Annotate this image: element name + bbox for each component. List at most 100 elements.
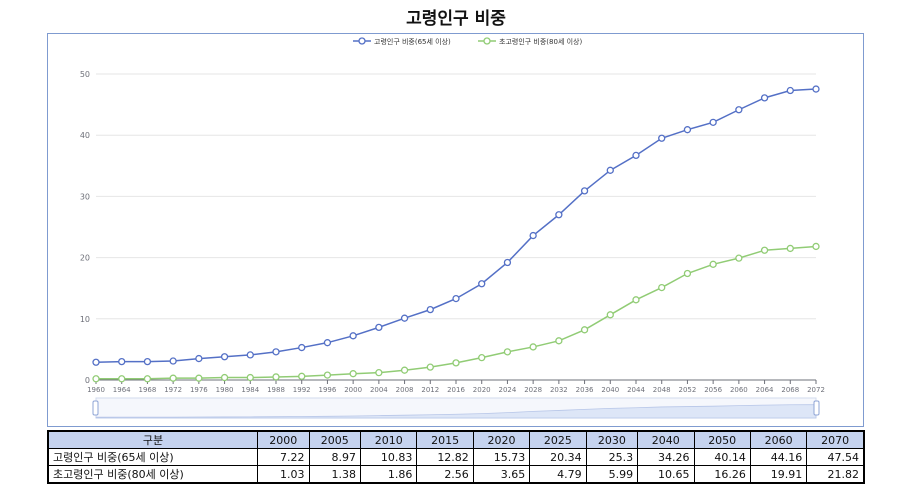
- data-point[interactable]: [735, 254, 743, 262]
- data-point[interactable]: [118, 375, 126, 383]
- data-point[interactable]: [786, 244, 794, 253]
- data-point[interactable]: [452, 359, 460, 367]
- x-tick-label: 1988: [267, 386, 285, 394]
- data-point[interactable]: [760, 94, 769, 102]
- data-point[interactable]: [323, 371, 332, 379]
- table-header-year: 2015: [416, 430, 474, 449]
- data-point[interactable]: [220, 373, 229, 382]
- zoom-slider[interactable]: [92, 397, 820, 419]
- table-header-year: 2005: [308, 430, 362, 449]
- data-point[interactable]: [632, 151, 640, 160]
- legend-label: 고령인구 비중(65세 이상): [374, 37, 451, 46]
- data-point[interactable]: [658, 134, 666, 142]
- data-point[interactable]: [735, 106, 743, 114]
- x-tick-label: 2028: [524, 386, 542, 394]
- data-point[interactable]: [478, 354, 486, 362]
- data-point[interactable]: [195, 374, 203, 382]
- legend[interactable]: 고령인구 비중(65세 이상) 초고령인구 비중(80세 이상): [353, 37, 582, 46]
- data-point[interactable]: [298, 343, 306, 352]
- x-tick-label: 2044: [627, 386, 645, 394]
- data-point[interactable]: [246, 351, 254, 359]
- data-point[interactable]: [683, 269, 692, 278]
- series-2: [92, 242, 820, 383]
- data-point[interactable]: [709, 118, 717, 126]
- data-point[interactable]: [143, 357, 152, 366]
- data-point[interactable]: [606, 166, 614, 174]
- x-tick-label: 1992: [293, 386, 311, 394]
- data-point[interactable]: [580, 326, 589, 334]
- data-point[interactable]: [272, 373, 280, 381]
- row-label: 고령인구 비중(65세 이상): [47, 448, 258, 466]
- data-point[interactable]: [375, 323, 383, 332]
- data-point[interactable]: [323, 339, 332, 347]
- y-tick-label: 50: [80, 70, 90, 79]
- data-point[interactable]: [349, 332, 357, 340]
- table-row: 고령인구 비중(65세 이상) 7.22 8.97 10.83 12.82 15.73 20…: [47, 448, 865, 466]
- data-point[interactable]: [503, 348, 512, 356]
- x-tick-label: 2056: [704, 386, 722, 394]
- data-point[interactable]: [580, 187, 589, 195]
- x-tick-label: 2004: [370, 386, 388, 394]
- table-cell: 34.26: [637, 448, 695, 466]
- data-point[interactable]: [709, 260, 717, 268]
- x-tick-label: 2068: [781, 386, 799, 394]
- x-tick-label: 1980: [216, 386, 234, 394]
- data-point[interactable]: [658, 283, 666, 292]
- table-cell: 20.34: [529, 448, 587, 466]
- data-point[interactable]: [169, 357, 177, 365]
- slider-handle-left[interactable]: [92, 400, 99, 416]
- data-point[interactable]: [426, 305, 434, 314]
- legend-label: 초고령인구 비중(80세 이상): [499, 37, 582, 46]
- data-point[interactable]: [786, 86, 794, 95]
- legend-item-1[interactable]: 고령인구 비중(65세 이상): [353, 37, 451, 46]
- data-point[interactable]: [555, 337, 563, 345]
- data-point[interactable]: [349, 370, 357, 378]
- data-point[interactable]: [478, 280, 486, 288]
- table-header-year: 2000: [257, 430, 310, 449]
- data-point[interactable]: [92, 358, 100, 366]
- data-point[interactable]: [606, 311, 614, 319]
- data-point[interactable]: [812, 85, 820, 93]
- data-point[interactable]: [760, 246, 769, 254]
- table-cell: 7.22: [257, 448, 310, 466]
- data-point[interactable]: [375, 369, 383, 377]
- y-tick-label: 10: [80, 315, 90, 324]
- data-point[interactable]: [118, 357, 126, 366]
- x-tick-label: 1984: [241, 386, 259, 394]
- data-point[interactable]: [683, 126, 692, 134]
- x-tick-label: 1964: [113, 386, 131, 394]
- data-point[interactable]: [400, 366, 409, 374]
- table-header-year: 2050: [693, 430, 751, 449]
- x-tick-label: 2036: [576, 386, 594, 394]
- data-point[interactable]: [426, 363, 434, 371]
- table-cell: 21.82: [806, 465, 865, 484]
- data-point[interactable]: [272, 348, 280, 356]
- data-point[interactable]: [452, 294, 460, 303]
- table-cell: 44.16: [749, 448, 808, 466]
- chart-container: 0 10 20 30 40 50 1960 1964 1968 1972 1976 1980 1984 1…: [47, 33, 864, 427]
- x-tick-label: 1976: [190, 386, 208, 394]
- slider-handle-right[interactable]: [813, 400, 820, 416]
- data-point[interactable]: [503, 258, 512, 267]
- data-point[interactable]: [400, 314, 409, 322]
- table-header-year: 2010: [360, 430, 418, 449]
- data-point[interactable]: [529, 343, 537, 351]
- legend-item-2[interactable]: 초고령인구 비중(80세 이상): [478, 37, 582, 46]
- data-point[interactable]: [529, 231, 537, 240]
- data-point[interactable]: [632, 296, 640, 304]
- data-point[interactable]: [246, 373, 254, 382]
- series: [92, 85, 820, 383]
- legend-marker: [358, 37, 366, 45]
- x-tick-label: 2020: [473, 386, 491, 394]
- data-point[interactable]: [143, 375, 152, 383]
- data-point[interactable]: [92, 375, 100, 383]
- data-point[interactable]: [195, 354, 203, 363]
- data-point[interactable]: [169, 374, 177, 382]
- table-cell: 3.65: [472, 465, 531, 484]
- data-point[interactable]: [220, 353, 229, 361]
- x-tick-label: 2016: [447, 386, 465, 394]
- x-tick-label: 1972: [164, 386, 182, 394]
- data-point[interactable]: [555, 211, 563, 219]
- data-point[interactable]: [298, 372, 306, 380]
- data-point[interactable]: [812, 242, 820, 251]
